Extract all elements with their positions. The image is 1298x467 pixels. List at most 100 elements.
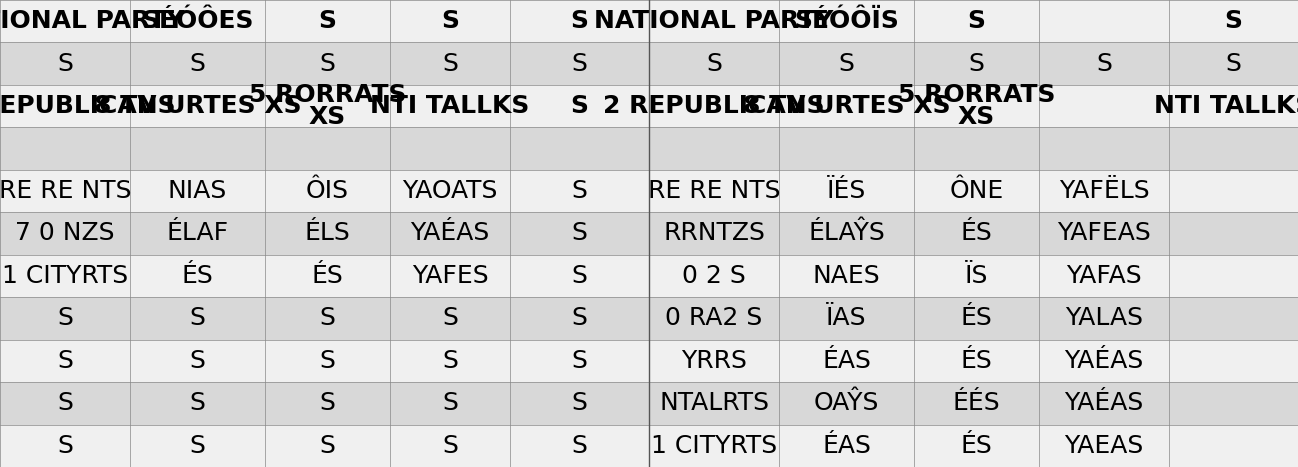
Text: S: S bbox=[190, 349, 205, 373]
Bar bbox=[0, 0, 649, 42]
Text: 2 REPUBLICANS: 2 REPUBLICANS bbox=[604, 94, 824, 118]
Bar bbox=[0, 85, 649, 127]
Text: S: S bbox=[571, 391, 588, 415]
Text: 7 0 NZS: 7 0 NZS bbox=[16, 221, 114, 246]
Text: ÉS: ÉS bbox=[961, 221, 993, 246]
Text: ÉLAŶS: ÉLAŶS bbox=[809, 221, 885, 246]
Text: S: S bbox=[571, 221, 588, 246]
Text: YAOATS: YAOATS bbox=[402, 179, 497, 203]
Text: 5 RORRATS
XS: 5 RORRATS XS bbox=[898, 83, 1055, 129]
Text: S: S bbox=[57, 434, 73, 458]
Text: ÉS: ÉS bbox=[961, 434, 993, 458]
Text: 8 TV URTES XS: 8 TV URTES XS bbox=[93, 94, 301, 118]
Text: YAÉAS: YAÉAS bbox=[1064, 391, 1144, 415]
Text: S: S bbox=[57, 306, 73, 331]
Bar bbox=[649, 42, 1298, 85]
Text: ÉS: ÉS bbox=[182, 264, 213, 288]
Text: NATIONAL PARTY: NATIONAL PARTY bbox=[0, 9, 184, 33]
Text: YAFES: YAFES bbox=[411, 264, 488, 288]
Bar bbox=[649, 340, 1298, 382]
Text: OAŶS: OAŶS bbox=[814, 391, 879, 415]
Text: NAES: NAES bbox=[813, 264, 880, 288]
Text: S: S bbox=[706, 52, 722, 76]
Text: S: S bbox=[190, 52, 205, 76]
Text: YAEAS: YAEAS bbox=[1064, 434, 1144, 458]
Text: S: S bbox=[190, 434, 205, 458]
Text: S: S bbox=[319, 349, 335, 373]
Text: YAFËLS: YAFËLS bbox=[1059, 179, 1149, 203]
Text: ÉAS: ÉAS bbox=[822, 349, 871, 373]
Text: ÔNE: ÔNE bbox=[949, 179, 1003, 203]
Text: YRRS: YRRS bbox=[681, 349, 746, 373]
Text: RE RE NTS: RE RE NTS bbox=[0, 179, 131, 203]
Text: S: S bbox=[571, 94, 588, 118]
Text: YAÉAS: YAÉAS bbox=[410, 221, 489, 246]
Text: YAÉAS: YAÉAS bbox=[1064, 349, 1144, 373]
Text: 1 CITYRTS: 1 CITYRTS bbox=[1, 264, 129, 288]
Text: 8 TV URTES XS: 8 TV URTES XS bbox=[742, 94, 950, 118]
Text: S: S bbox=[57, 52, 73, 76]
Text: S: S bbox=[319, 391, 335, 415]
Text: RRNTZS: RRNTZS bbox=[663, 221, 765, 246]
Bar bbox=[649, 212, 1298, 255]
Text: S: S bbox=[968, 52, 984, 76]
Bar bbox=[649, 297, 1298, 340]
Bar bbox=[649, 85, 1298, 127]
Text: S: S bbox=[571, 264, 588, 288]
Bar bbox=[649, 255, 1298, 297]
Text: S: S bbox=[319, 52, 335, 76]
Text: ÏÉS: ÏÉS bbox=[827, 179, 866, 203]
Bar bbox=[649, 425, 1298, 467]
Bar bbox=[0, 382, 649, 425]
Text: S: S bbox=[318, 9, 336, 33]
Text: S: S bbox=[443, 306, 458, 331]
Text: ÏAS: ÏAS bbox=[827, 306, 867, 331]
Text: NTI TALLKS: NTI TALLKS bbox=[1154, 94, 1298, 118]
Text: S: S bbox=[443, 349, 458, 373]
Bar bbox=[0, 42, 649, 85]
Text: S: S bbox=[441, 9, 459, 33]
Bar bbox=[649, 0, 1298, 42]
Text: S: S bbox=[571, 9, 588, 33]
Text: ÉS: ÉS bbox=[312, 264, 344, 288]
Text: S: S bbox=[571, 52, 588, 76]
Text: S: S bbox=[190, 306, 205, 331]
Text: S: S bbox=[967, 9, 985, 33]
Bar bbox=[649, 127, 1298, 170]
Text: S: S bbox=[571, 434, 588, 458]
Text: SÉÓÔÏS: SÉÓÔÏS bbox=[794, 9, 900, 33]
Text: NTALRTS: NTALRTS bbox=[659, 391, 768, 415]
Bar bbox=[0, 297, 649, 340]
Bar bbox=[0, 425, 649, 467]
Bar bbox=[649, 170, 1298, 212]
Text: ÉÉS: ÉÉS bbox=[953, 391, 1001, 415]
Text: S: S bbox=[319, 306, 335, 331]
Text: S: S bbox=[443, 434, 458, 458]
Text: S: S bbox=[1096, 52, 1112, 76]
Text: SÉÓÔES: SÉÓÔES bbox=[141, 9, 253, 33]
Text: S: S bbox=[1225, 52, 1241, 76]
Text: S: S bbox=[57, 349, 73, 373]
Text: NATIONAL PARTY: NATIONAL PARTY bbox=[594, 9, 833, 33]
Bar bbox=[0, 212, 649, 255]
Text: S: S bbox=[839, 52, 854, 76]
Text: 2 REPUBLICANS: 2 REPUBLICANS bbox=[0, 94, 175, 118]
Text: ÉLAF: ÉLAF bbox=[166, 221, 228, 246]
Text: NIAS: NIAS bbox=[167, 179, 227, 203]
Text: S: S bbox=[571, 179, 588, 203]
Bar bbox=[649, 382, 1298, 425]
Text: S: S bbox=[190, 391, 205, 415]
Bar bbox=[0, 127, 649, 170]
Text: ÔIS: ÔIS bbox=[306, 179, 349, 203]
Text: YAFAS: YAFAS bbox=[1066, 264, 1142, 288]
Text: 0 RA2 S: 0 RA2 S bbox=[666, 306, 763, 331]
Text: ÉLS: ÉLS bbox=[305, 221, 350, 246]
Text: S: S bbox=[571, 349, 588, 373]
Text: ÉS: ÉS bbox=[961, 306, 993, 331]
Text: RE RE NTS: RE RE NTS bbox=[648, 179, 780, 203]
Text: 5 RORRATS
XS: 5 RORRATS XS bbox=[249, 83, 406, 129]
Text: S: S bbox=[57, 391, 73, 415]
Text: S: S bbox=[319, 434, 335, 458]
Text: S: S bbox=[443, 52, 458, 76]
Text: YAFEAS: YAFEAS bbox=[1057, 221, 1151, 246]
